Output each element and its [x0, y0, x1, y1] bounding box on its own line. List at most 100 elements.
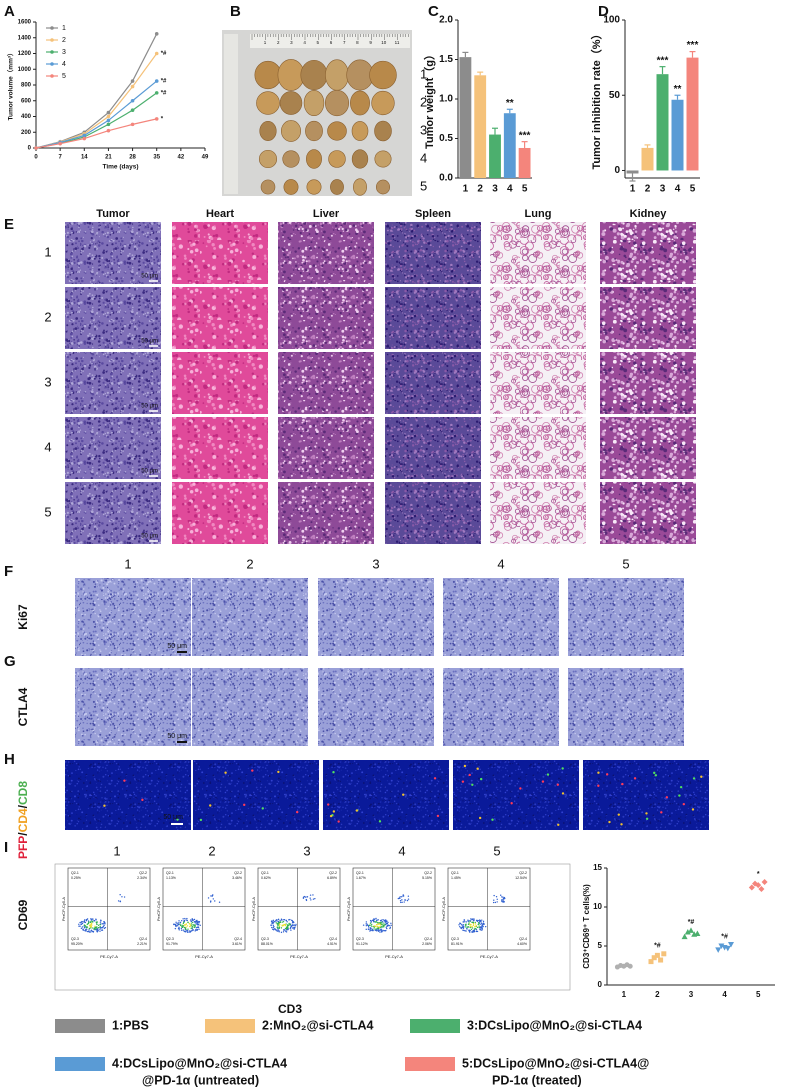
flow-event [99, 921, 102, 923]
quadrant-value: 88.01% [261, 942, 273, 946]
histology-image [172, 222, 268, 284]
data-point [654, 952, 660, 958]
flow-event [102, 923, 105, 925]
y-tick-label: 200 [21, 130, 32, 136]
flow-event [480, 926, 483, 928]
quadrant-value: 12.54% [515, 876, 527, 880]
flow-event [196, 922, 199, 924]
bar [489, 134, 501, 178]
flow-event [467, 920, 469, 923]
flow-event [276, 920, 278, 922]
flow-event [382, 930, 384, 932]
fluorescence-signal [141, 798, 144, 802]
flow-event [86, 923, 88, 926]
flow-event [482, 925, 484, 928]
flow-event [386, 927, 388, 930]
flow-event [174, 924, 177, 927]
flow-event [362, 924, 365, 926]
legend-marker [50, 74, 54, 78]
histology-image [600, 482, 696, 544]
fluorescence-signal [620, 823, 623, 826]
tumor [279, 91, 303, 115]
flow-event [390, 922, 392, 925]
flow-event [275, 929, 278, 931]
flow-event [501, 901, 504, 903]
flow-event [284, 923, 287, 926]
row-label: 2 [44, 309, 51, 324]
flow-event [196, 926, 198, 929]
quadrant-value: 4.60% [517, 942, 527, 946]
flow-event [285, 919, 287, 922]
flow-event [306, 896, 309, 898]
flow-event [407, 895, 410, 897]
flow-plot [257, 867, 341, 951]
x-tick-label: 5 [522, 184, 528, 195]
legend-label: PD-1α (treated) [492, 1073, 582, 1087]
panel-letter: A [4, 3, 15, 20]
flow-event [289, 918, 291, 921]
flow-event [177, 927, 180, 930]
y-tick-label: 10 [593, 902, 602, 911]
flow-event [461, 923, 463, 926]
ruler-label: 1 [264, 40, 267, 45]
quadrant-name: Q2-4 [139, 937, 147, 941]
legend-label: 5 [62, 73, 66, 80]
tumor [256, 91, 280, 115]
flow-event [181, 925, 183, 928]
series-marker [130, 108, 135, 112]
quadrant-value: 91.12% [356, 942, 368, 946]
flow-event [472, 922, 475, 925]
fluorescence-signal [597, 784, 600, 787]
flow-event [86, 926, 89, 928]
flow-event [365, 928, 367, 931]
flow-event [83, 920, 86, 922]
flow-event [376, 922, 379, 924]
ihc-image [192, 668, 308, 746]
legend-label: @PD-1α (untreated) [142, 1073, 259, 1087]
flow-event [463, 921, 466, 923]
flow-event [198, 921, 200, 924]
flow-event [390, 924, 392, 927]
column-header: 5 [493, 843, 500, 858]
scale-bar-label: 50 μm [141, 404, 158, 410]
flow-event [91, 927, 93, 929]
fluorescence-signal [402, 793, 405, 796]
data-point [651, 955, 657, 961]
annotation: *# [654, 943, 661, 950]
flow-event [477, 923, 480, 925]
row-label: 3 [420, 122, 427, 137]
x-tick-label: 2 [477, 184, 483, 195]
quadrant-value: 2.06% [422, 942, 432, 946]
x-tick-label: 2 [645, 184, 651, 195]
row-label: 5 [44, 504, 51, 519]
flow-event [481, 919, 483, 921]
flow-event [92, 931, 94, 933]
flow-event [367, 924, 369, 926]
series-marker [154, 91, 159, 95]
histology-image [278, 352, 374, 414]
tumor [351, 121, 369, 141]
flow-event [388, 924, 390, 927]
flow-event [288, 919, 290, 921]
flow-event [493, 894, 495, 897]
ruler-label: 9 [369, 40, 372, 45]
series-marker [130, 79, 135, 83]
y-tick-label: 50 [609, 90, 621, 101]
flow-event [283, 919, 285, 921]
flow-event [373, 920, 375, 923]
histology-image [172, 482, 268, 544]
flow-event [374, 925, 377, 928]
flow-event [284, 927, 287, 930]
flow-event [279, 921, 281, 923]
fluorescence-signal [679, 785, 683, 789]
flow-event [285, 930, 287, 933]
fluorescence-signal [461, 780, 465, 783]
flow-event [380, 919, 383, 921]
flow-event [95, 921, 98, 924]
flow-event [85, 928, 87, 931]
column-header: 1 [124, 556, 131, 571]
series-marker [130, 122, 135, 127]
data-point [755, 882, 762, 889]
flow-event [289, 926, 292, 929]
row-label: 1 [44, 244, 51, 259]
